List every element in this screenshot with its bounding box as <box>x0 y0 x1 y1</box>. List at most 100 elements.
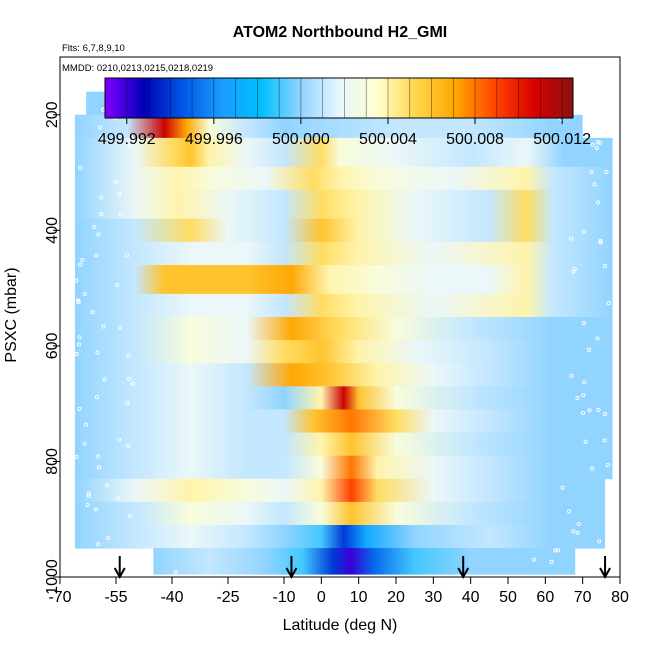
data-point <box>97 125 103 130</box>
y-tick-label: 800 <box>44 448 61 475</box>
data-point <box>77 335 82 340</box>
data-point <box>553 548 558 553</box>
x-tick-label: 80 <box>611 589 629 606</box>
data-point <box>555 548 561 553</box>
data-point <box>104 483 110 488</box>
data-point <box>531 557 536 562</box>
data-point <box>582 380 587 385</box>
profile-arrow-head <box>285 567 298 580</box>
x-tick-label: -55 <box>104 589 127 606</box>
x-tick-label: 10 <box>350 589 368 606</box>
data-point <box>102 377 107 382</box>
data-point <box>595 140 600 145</box>
data-point <box>606 301 611 306</box>
x-tick-label: -10 <box>272 589 295 606</box>
colorbar-tick-label: 500.008 <box>446 131 504 148</box>
heatmap-band <box>74 317 613 341</box>
data-point <box>560 485 565 490</box>
heatmap-band <box>74 293 613 318</box>
x-tick-label: 30 <box>424 589 442 606</box>
data-point <box>581 229 586 234</box>
data-point <box>90 310 95 315</box>
data-point <box>86 491 91 496</box>
data-point <box>587 408 592 413</box>
data-point <box>126 353 131 358</box>
data-point <box>592 182 597 187</box>
data-point <box>117 191 122 196</box>
data-point <box>581 321 586 326</box>
heatmap-band <box>74 265 613 295</box>
data-point <box>86 493 91 498</box>
data-point <box>589 170 594 175</box>
profile-arrow-head <box>113 567 126 580</box>
data-point <box>85 502 90 508</box>
data-point <box>127 514 132 519</box>
heatmap-band <box>74 501 606 526</box>
x-axis-label: Latitude (deg N) <box>283 617 398 634</box>
x-tick-label: 60 <box>536 589 554 606</box>
heatmap-band <box>74 386 613 410</box>
data-point <box>605 462 610 468</box>
data-point <box>115 283 120 288</box>
x-tick-label: 0 <box>317 589 326 606</box>
y-tick-label: 400 <box>44 217 61 244</box>
data-point <box>118 212 123 217</box>
heatmap-band <box>74 409 613 434</box>
colorbar-tick-label: 499.992 <box>98 131 156 148</box>
data-point <box>99 134 104 139</box>
data-point <box>173 570 178 575</box>
data-point <box>549 559 554 564</box>
heatmap-band <box>74 166 613 191</box>
data-point <box>78 165 83 170</box>
data-point <box>597 140 603 145</box>
data-point <box>586 347 591 352</box>
data-point <box>78 262 83 267</box>
data-point <box>575 395 580 400</box>
data-point <box>598 240 603 245</box>
data-point <box>127 376 132 381</box>
heatmap-band <box>74 455 613 480</box>
y-tick-label: 200 <box>44 101 61 128</box>
heatmap-band <box>74 218 613 243</box>
data-point <box>569 373 574 378</box>
data-point <box>580 410 586 416</box>
y-tick-label: 600 <box>44 332 61 359</box>
profile-markers <box>113 556 611 580</box>
data-point <box>74 351 79 357</box>
data-point <box>82 291 87 296</box>
data-point <box>581 393 586 398</box>
data-point <box>82 441 87 446</box>
data-point <box>590 142 595 147</box>
data-point <box>128 142 133 147</box>
data-point <box>572 267 577 272</box>
heatmap-band <box>74 478 606 503</box>
heatmap-band <box>74 340 613 364</box>
data-point <box>80 258 85 263</box>
data-point <box>93 507 99 512</box>
data-point <box>124 253 130 258</box>
data-point <box>126 443 131 448</box>
y-tick-label: 1000 <box>44 559 61 595</box>
heatmap-band <box>74 241 613 266</box>
data-point <box>583 439 588 444</box>
heatmap-band <box>74 432 613 457</box>
x-tick-label: 40 <box>462 589 480 606</box>
data-point <box>94 395 100 400</box>
data-point <box>567 509 572 514</box>
data-point <box>130 381 135 386</box>
x-tick-label: -25 <box>216 589 239 606</box>
data-point <box>602 438 607 443</box>
data-point <box>575 530 580 535</box>
data-point <box>94 253 99 258</box>
data-point <box>92 224 97 230</box>
data-point <box>95 350 100 355</box>
data-point <box>595 200 601 205</box>
data-point <box>106 536 111 541</box>
data-point <box>598 238 603 243</box>
y-axis-label: PSXC (mbar) <box>3 267 20 362</box>
heatmap-band <box>74 189 613 220</box>
data-point <box>113 179 118 184</box>
heatmap-band <box>153 548 576 575</box>
